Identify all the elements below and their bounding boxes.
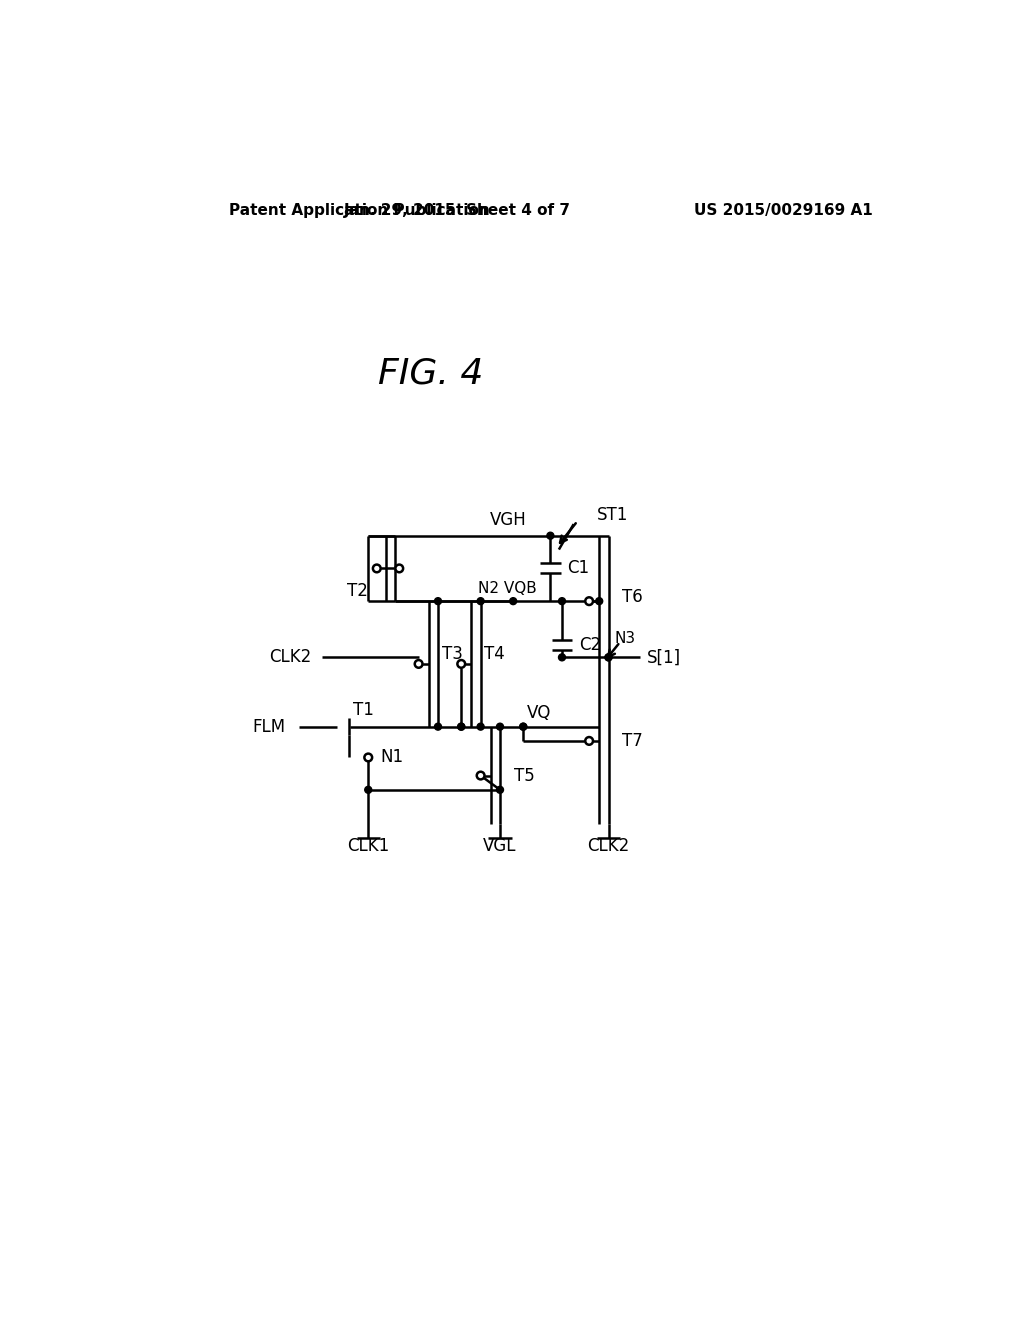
- Circle shape: [434, 598, 441, 605]
- Circle shape: [477, 723, 484, 730]
- Circle shape: [458, 723, 465, 730]
- Text: C2: C2: [579, 636, 601, 653]
- Text: VGH: VGH: [489, 511, 526, 529]
- Circle shape: [477, 772, 484, 779]
- Circle shape: [458, 660, 465, 668]
- Text: S[1]: S[1]: [647, 648, 681, 667]
- Circle shape: [477, 598, 484, 605]
- Circle shape: [520, 723, 526, 730]
- Text: Jan. 29, 2015  Sheet 4 of 7: Jan. 29, 2015 Sheet 4 of 7: [344, 203, 570, 218]
- Text: T1: T1: [352, 701, 374, 718]
- Circle shape: [497, 787, 504, 793]
- Circle shape: [605, 653, 612, 661]
- Circle shape: [365, 754, 372, 762]
- Text: T7: T7: [623, 731, 643, 750]
- Text: FLM: FLM: [252, 718, 286, 735]
- Text: ST1: ST1: [597, 506, 629, 524]
- Circle shape: [458, 723, 465, 730]
- Text: T3: T3: [442, 645, 463, 663]
- Text: CLK2: CLK2: [588, 837, 630, 855]
- Text: FIG. 4: FIG. 4: [378, 356, 483, 391]
- Text: VGL: VGL: [483, 837, 517, 855]
- Circle shape: [605, 653, 612, 661]
- Circle shape: [497, 723, 504, 730]
- Circle shape: [547, 532, 554, 539]
- Text: N1: N1: [380, 748, 403, 767]
- Circle shape: [586, 737, 593, 744]
- Text: T5: T5: [514, 767, 535, 784]
- Circle shape: [510, 598, 517, 605]
- Circle shape: [586, 597, 593, 605]
- Circle shape: [520, 723, 526, 730]
- Circle shape: [434, 723, 441, 730]
- Text: T4: T4: [484, 645, 505, 663]
- Circle shape: [596, 598, 603, 605]
- Circle shape: [415, 660, 423, 668]
- Circle shape: [558, 653, 565, 661]
- Circle shape: [558, 598, 565, 605]
- Circle shape: [373, 565, 381, 573]
- Text: C1: C1: [567, 558, 590, 577]
- Text: T2: T2: [347, 582, 369, 601]
- Text: N3: N3: [614, 631, 636, 645]
- Text: CLK1: CLK1: [347, 837, 389, 855]
- Circle shape: [395, 565, 403, 573]
- Text: VQ: VQ: [527, 704, 552, 722]
- Text: Patent Application Publication: Patent Application Publication: [228, 203, 489, 218]
- Text: US 2015/0029169 A1: US 2015/0029169 A1: [693, 203, 872, 218]
- Text: T6: T6: [623, 587, 643, 606]
- Text: CLK2: CLK2: [269, 648, 311, 667]
- Circle shape: [365, 787, 372, 793]
- Text: N2 VQB: N2 VQB: [478, 581, 538, 595]
